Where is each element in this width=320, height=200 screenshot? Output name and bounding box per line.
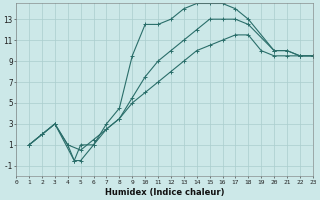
X-axis label: Humidex (Indice chaleur): Humidex (Indice chaleur) — [105, 188, 224, 197]
